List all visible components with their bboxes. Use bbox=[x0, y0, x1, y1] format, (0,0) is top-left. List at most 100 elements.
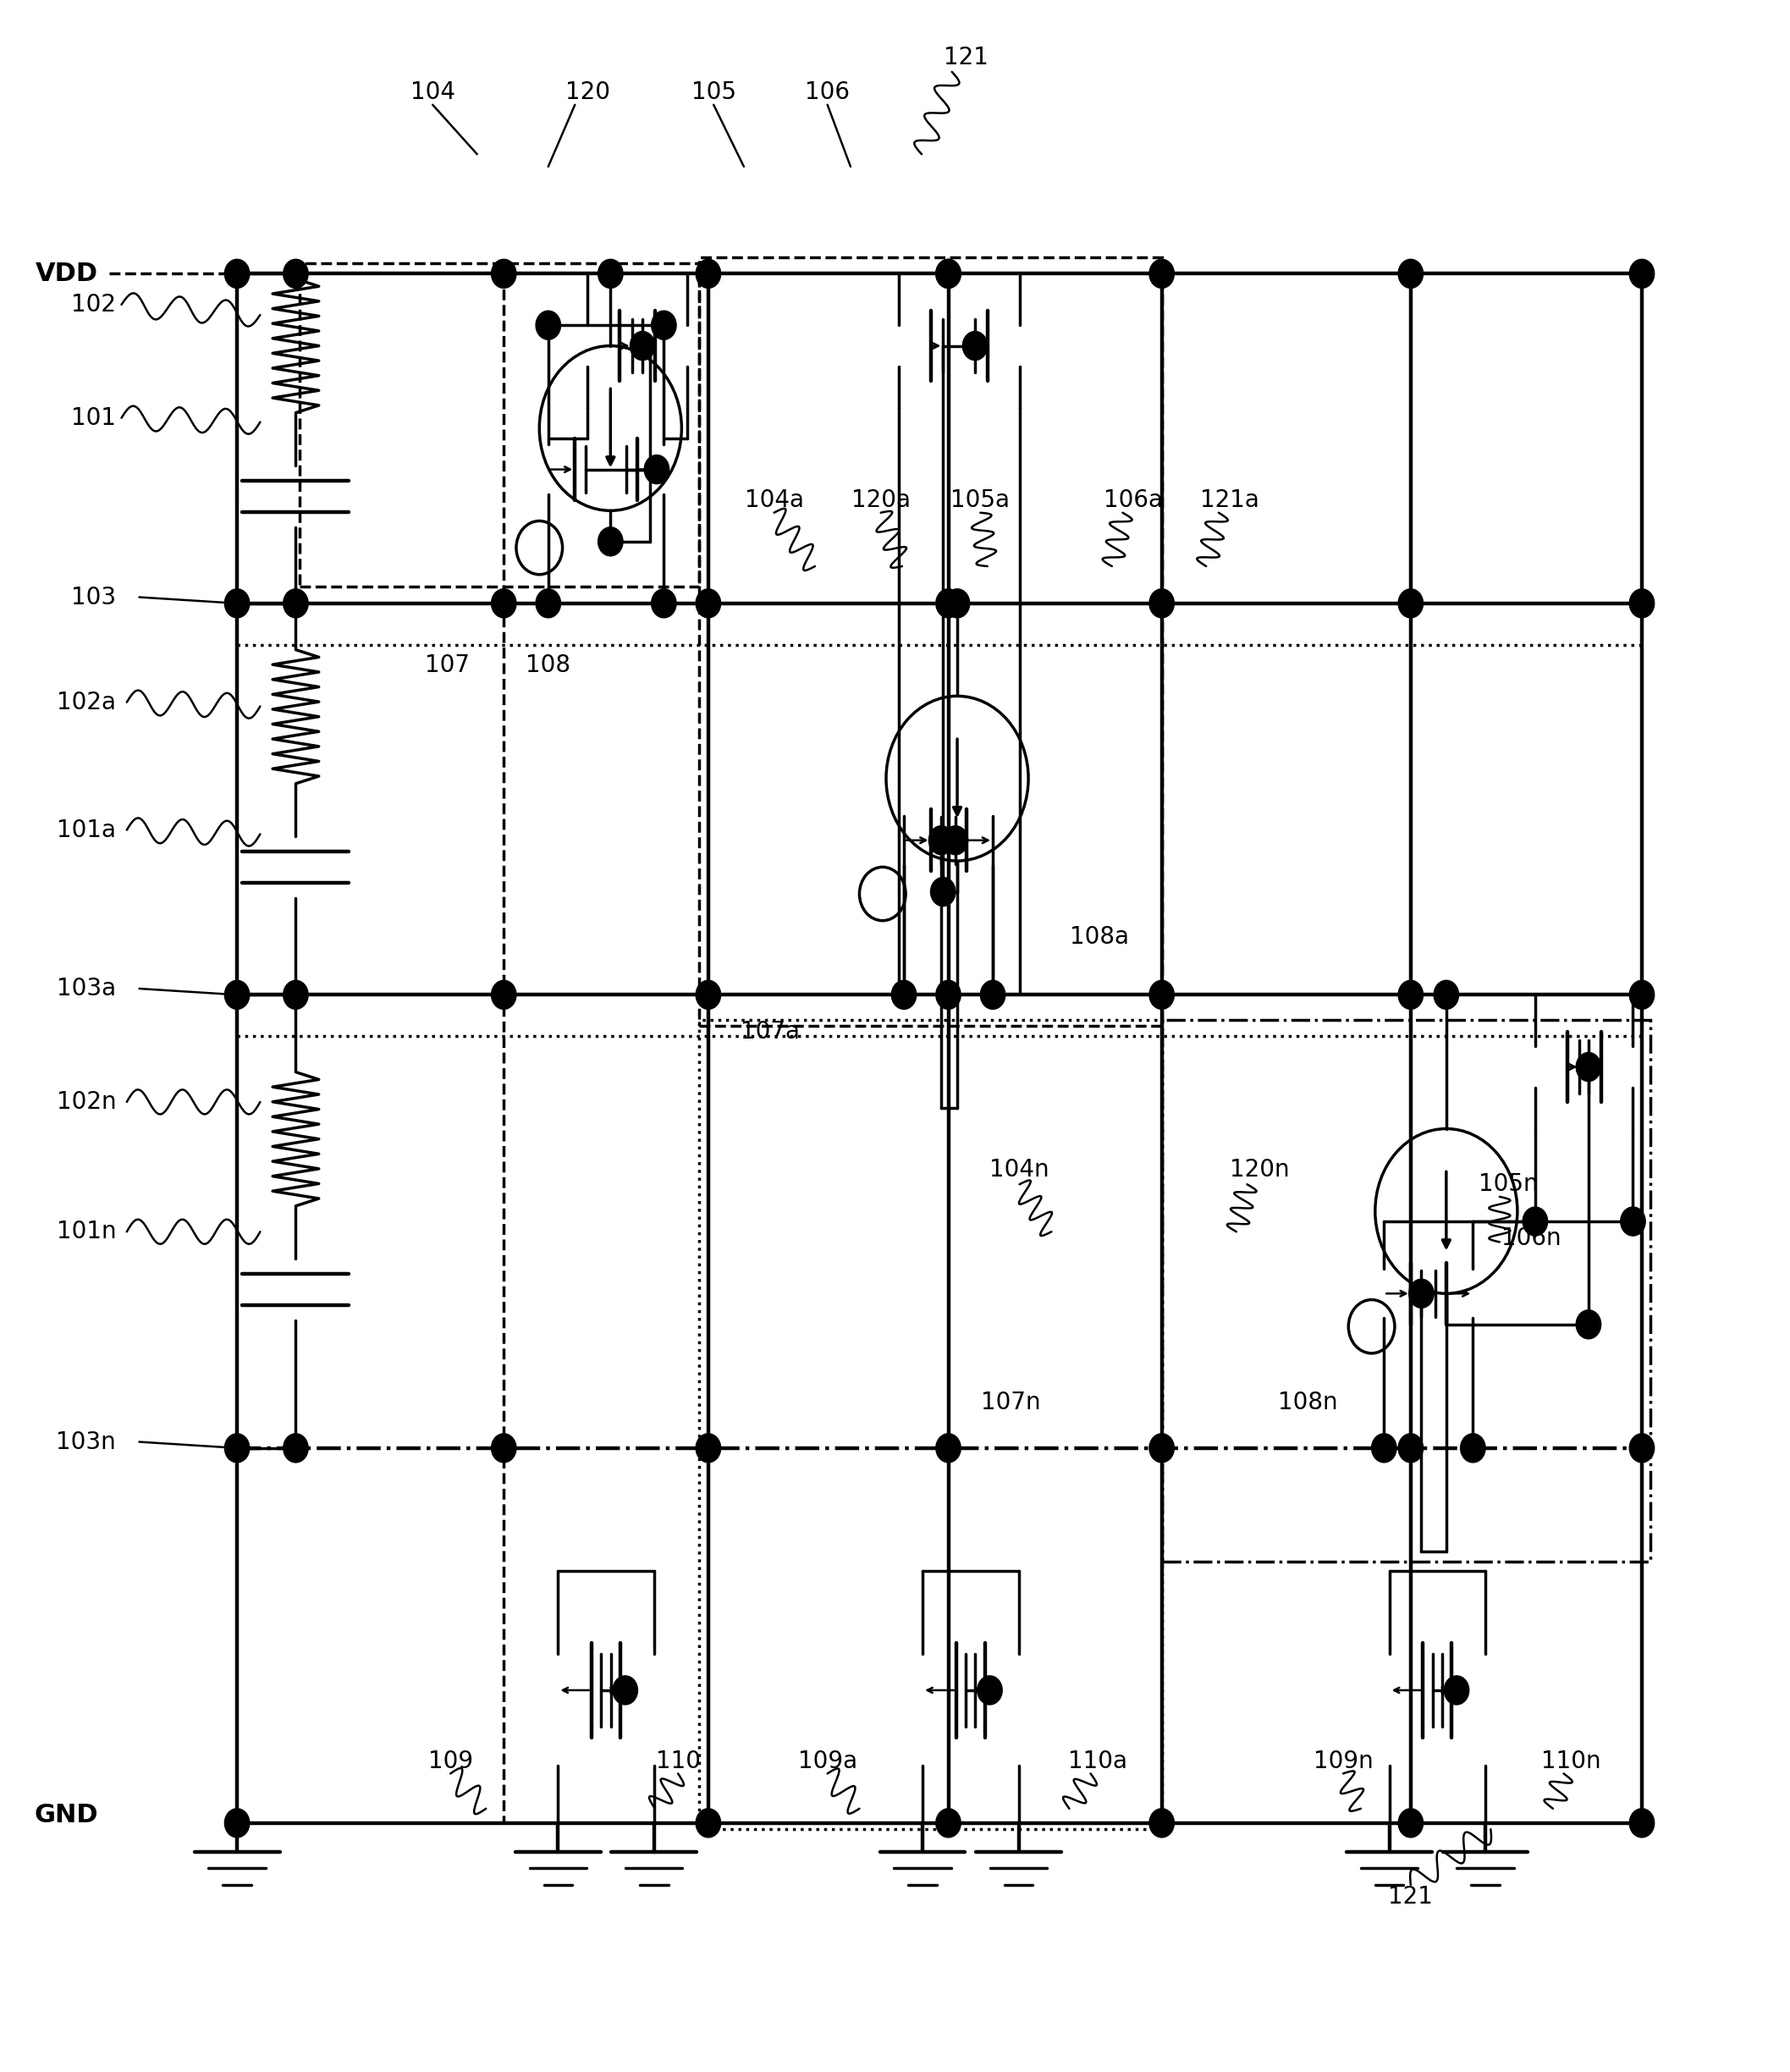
Circle shape bbox=[283, 980, 308, 1009]
Circle shape bbox=[945, 588, 970, 617]
Circle shape bbox=[1149, 259, 1174, 288]
Circle shape bbox=[1409, 1278, 1434, 1307]
Circle shape bbox=[490, 259, 516, 288]
Circle shape bbox=[224, 259, 249, 288]
Text: 105: 105 bbox=[691, 81, 736, 104]
Circle shape bbox=[224, 1434, 249, 1463]
Circle shape bbox=[283, 588, 308, 617]
Circle shape bbox=[1523, 1208, 1548, 1235]
Text: 120n: 120n bbox=[1230, 1158, 1289, 1181]
Circle shape bbox=[936, 980, 961, 1009]
Circle shape bbox=[936, 588, 961, 617]
Circle shape bbox=[1149, 980, 1174, 1009]
Text: 107n: 107n bbox=[981, 1390, 1040, 1415]
Text: 101a: 101a bbox=[57, 818, 116, 841]
Circle shape bbox=[1575, 1310, 1600, 1339]
Bar bbox=[700, 257, 1162, 1026]
Circle shape bbox=[696, 980, 721, 1009]
Circle shape bbox=[696, 588, 721, 617]
Circle shape bbox=[696, 1809, 721, 1838]
Circle shape bbox=[630, 332, 655, 361]
Circle shape bbox=[1629, 259, 1654, 288]
Circle shape bbox=[1620, 1208, 1645, 1235]
Text: 109n: 109n bbox=[1314, 1749, 1373, 1774]
Circle shape bbox=[1629, 1434, 1654, 1463]
Text: 110n: 110n bbox=[1541, 1749, 1600, 1774]
Circle shape bbox=[936, 1809, 961, 1838]
Text: 121a: 121a bbox=[1199, 489, 1258, 512]
Text: 104n: 104n bbox=[990, 1158, 1049, 1181]
Text: 120: 120 bbox=[566, 81, 610, 104]
Circle shape bbox=[696, 1434, 721, 1463]
Text: 104a: 104a bbox=[745, 489, 804, 512]
Text: 105a: 105a bbox=[950, 489, 1010, 512]
Circle shape bbox=[490, 1434, 516, 1463]
Text: 106a: 106a bbox=[1104, 489, 1164, 512]
Circle shape bbox=[535, 311, 560, 340]
Circle shape bbox=[283, 259, 308, 288]
Text: 101n: 101n bbox=[55, 1220, 116, 1243]
Circle shape bbox=[1629, 588, 1654, 617]
Text: 109: 109 bbox=[428, 1749, 473, 1774]
Circle shape bbox=[1371, 1434, 1396, 1463]
Circle shape bbox=[1461, 1434, 1486, 1463]
Text: 107: 107 bbox=[424, 653, 469, 678]
Text: 120a: 120a bbox=[852, 489, 911, 512]
Circle shape bbox=[1149, 1809, 1174, 1838]
Text: 121: 121 bbox=[1389, 1886, 1434, 1908]
Text: 103: 103 bbox=[72, 584, 116, 609]
Bar bbox=[1162, 1019, 1650, 1562]
Text: 102a: 102a bbox=[57, 690, 116, 715]
Text: 108a: 108a bbox=[1070, 926, 1129, 949]
Circle shape bbox=[644, 456, 669, 485]
Circle shape bbox=[1398, 588, 1423, 617]
Circle shape bbox=[936, 1434, 961, 1463]
Circle shape bbox=[1629, 980, 1654, 1009]
Text: 109a: 109a bbox=[798, 1749, 857, 1774]
Circle shape bbox=[1398, 980, 1423, 1009]
Circle shape bbox=[1149, 588, 1174, 617]
Circle shape bbox=[936, 259, 961, 288]
Text: 103n: 103n bbox=[55, 1430, 116, 1455]
Circle shape bbox=[612, 1676, 637, 1705]
Text: GND: GND bbox=[34, 1803, 98, 1828]
Text: 121: 121 bbox=[943, 46, 988, 68]
Circle shape bbox=[224, 980, 249, 1009]
Circle shape bbox=[977, 1676, 1002, 1705]
Circle shape bbox=[1575, 1053, 1600, 1082]
Circle shape bbox=[1398, 259, 1423, 288]
Circle shape bbox=[943, 827, 968, 854]
Text: 110a: 110a bbox=[1069, 1749, 1128, 1774]
Circle shape bbox=[224, 588, 249, 617]
Text: 110: 110 bbox=[655, 1749, 700, 1774]
Text: 102: 102 bbox=[72, 292, 116, 317]
Text: 101: 101 bbox=[72, 406, 116, 429]
Text: 106: 106 bbox=[806, 81, 850, 104]
Circle shape bbox=[598, 526, 623, 555]
Circle shape bbox=[490, 980, 516, 1009]
Circle shape bbox=[490, 588, 516, 617]
Circle shape bbox=[598, 259, 623, 288]
Circle shape bbox=[652, 311, 677, 340]
Circle shape bbox=[652, 588, 677, 617]
Circle shape bbox=[283, 1434, 308, 1463]
Circle shape bbox=[224, 1809, 249, 1838]
Circle shape bbox=[1398, 1434, 1423, 1463]
Text: 107a: 107a bbox=[741, 1019, 800, 1044]
Text: 108n: 108n bbox=[1278, 1390, 1337, 1415]
Text: VDD: VDD bbox=[36, 261, 98, 286]
Circle shape bbox=[931, 876, 956, 905]
Circle shape bbox=[981, 980, 1006, 1009]
Circle shape bbox=[1445, 1676, 1470, 1705]
Circle shape bbox=[1149, 1434, 1174, 1463]
Circle shape bbox=[1629, 1809, 1654, 1838]
Circle shape bbox=[696, 259, 721, 288]
Text: 105n: 105n bbox=[1479, 1173, 1538, 1196]
Circle shape bbox=[891, 980, 916, 1009]
Circle shape bbox=[1434, 980, 1459, 1009]
Bar bbox=[299, 263, 700, 586]
Text: 102n: 102n bbox=[55, 1090, 116, 1115]
Circle shape bbox=[963, 332, 988, 361]
Text: 104: 104 bbox=[410, 81, 455, 104]
Text: 103a: 103a bbox=[57, 976, 116, 1001]
